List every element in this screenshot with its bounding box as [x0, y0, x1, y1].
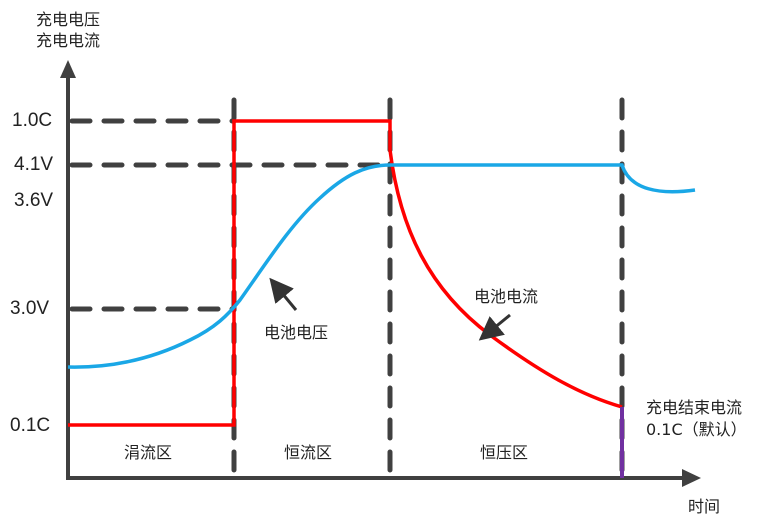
- tick-3.0V: 3.0V: [10, 298, 50, 319]
- zone-constant-current: 恒流区: [284, 443, 333, 462]
- tick-0.1C: 0.1C: [10, 415, 51, 436]
- voltage-pointer-arrow: [269, 277, 298, 311]
- current-curve-label: 电池电流: [474, 287, 539, 306]
- end-current-label: 充电结束电流: [646, 398, 743, 417]
- x-axis-arrow: [682, 469, 701, 487]
- voltage-curve-label: 电池电压: [264, 323, 329, 342]
- y-axis-label-current: 充电电流: [36, 31, 101, 50]
- current-pointer-arrow: [478, 313, 511, 341]
- zone-constant-voltage: 恒压区: [480, 443, 529, 462]
- tick-4.1V: 4.1V: [14, 154, 54, 175]
- y-axis-arrow: [60, 60, 76, 78]
- x-axis-label: 时间: [688, 497, 721, 516]
- zone-trickle: 涓流区: [124, 443, 173, 462]
- y-axis-label-voltage: 充电电压: [36, 10, 101, 29]
- voltage-curve: [67, 163, 696, 369]
- tick-3.6V: 3.6V: [14, 190, 54, 211]
- tick-1.0C: 1.0C: [12, 110, 53, 131]
- end-current-value: 0.1C（默认）: [646, 420, 747, 439]
